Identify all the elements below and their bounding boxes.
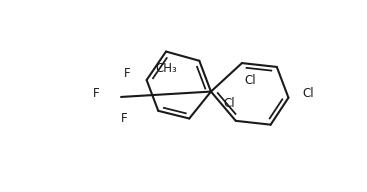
Text: Cl: Cl [302,87,314,100]
Text: Cl: Cl [224,97,235,110]
Text: Cl: Cl [244,74,255,87]
Text: F: F [121,112,127,125]
Text: F: F [93,87,99,100]
Text: CH₃: CH₃ [155,62,177,75]
Text: F: F [124,67,131,80]
